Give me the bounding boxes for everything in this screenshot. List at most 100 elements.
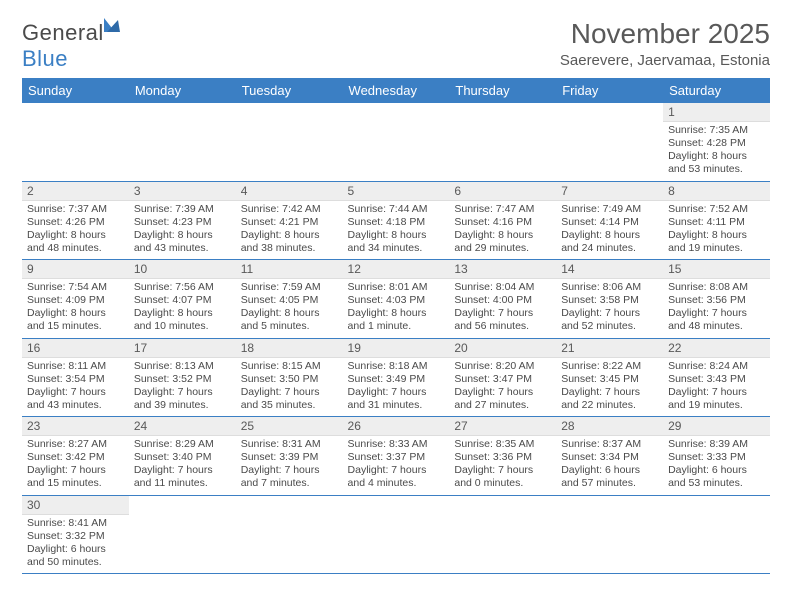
calendar-empty — [556, 103, 663, 181]
day-details: Sunrise: 7:47 AMSunset: 4:16 PMDaylight:… — [449, 201, 556, 260]
day-details: Sunrise: 8:27 AMSunset: 3:42 PMDaylight:… — [22, 436, 129, 495]
day-details: Sunrise: 8:18 AMSunset: 3:49 PMDaylight:… — [343, 358, 450, 417]
day-number: 11 — [236, 260, 343, 279]
calendar-empty — [129, 103, 236, 181]
calendar-day: 5Sunrise: 7:44 AMSunset: 4:18 PMDaylight… — [343, 181, 450, 260]
day-details: Sunrise: 7:42 AMSunset: 4:21 PMDaylight:… — [236, 201, 343, 260]
day-number: 22 — [663, 339, 770, 358]
calendar-day: 15Sunrise: 8:08 AMSunset: 3:56 PMDayligh… — [663, 260, 770, 339]
calendar-empty — [343, 103, 450, 181]
day-details: Sunrise: 8:37 AMSunset: 3:34 PMDaylight:… — [556, 436, 663, 495]
calendar-empty — [663, 495, 770, 574]
day-number: 27 — [449, 417, 556, 436]
day-details: Sunrise: 8:01 AMSunset: 4:03 PMDaylight:… — [343, 279, 450, 338]
calendar-day: 28Sunrise: 8:37 AMSunset: 3:34 PMDayligh… — [556, 417, 663, 496]
day-header: Sunday — [22, 78, 129, 103]
calendar-head: SundayMondayTuesdayWednesdayThursdayFrid… — [22, 78, 770, 103]
calendar-empty — [236, 495, 343, 574]
day-details: Sunrise: 7:44 AMSunset: 4:18 PMDaylight:… — [343, 201, 450, 260]
calendar-empty — [449, 103, 556, 181]
calendar-day: 1Sunrise: 7:35 AMSunset: 4:28 PMDaylight… — [663, 103, 770, 181]
day-details: Sunrise: 8:06 AMSunset: 3:58 PMDaylight:… — [556, 279, 663, 338]
calendar-empty — [236, 103, 343, 181]
calendar-day: 11Sunrise: 7:59 AMSunset: 4:05 PMDayligh… — [236, 260, 343, 339]
calendar-empty — [556, 495, 663, 574]
day-details: Sunrise: 8:15 AMSunset: 3:50 PMDaylight:… — [236, 358, 343, 417]
calendar-day: 27Sunrise: 8:35 AMSunset: 3:36 PMDayligh… — [449, 417, 556, 496]
day-details: Sunrise: 7:54 AMSunset: 4:09 PMDaylight:… — [22, 279, 129, 338]
day-number: 24 — [129, 417, 236, 436]
day-details: Sunrise: 7:59 AMSunset: 4:05 PMDaylight:… — [236, 279, 343, 338]
brand-text: GeneralBlue — [22, 20, 122, 72]
day-details: Sunrise: 8:41 AMSunset: 3:32 PMDaylight:… — [22, 515, 129, 574]
calendar-body: 1Sunrise: 7:35 AMSunset: 4:28 PMDaylight… — [22, 103, 770, 574]
calendar-week: 1Sunrise: 7:35 AMSunset: 4:28 PMDaylight… — [22, 103, 770, 181]
day-details: Sunrise: 8:11 AMSunset: 3:54 PMDaylight:… — [22, 358, 129, 417]
calendar-empty — [22, 103, 129, 181]
day-number: 4 — [236, 182, 343, 201]
day-details: Sunrise: 8:31 AMSunset: 3:39 PMDaylight:… — [236, 436, 343, 495]
calendar-day: 21Sunrise: 8:22 AMSunset: 3:45 PMDayligh… — [556, 338, 663, 417]
calendar-day: 13Sunrise: 8:04 AMSunset: 4:00 PMDayligh… — [449, 260, 556, 339]
day-number: 13 — [449, 260, 556, 279]
day-number: 8 — [663, 182, 770, 201]
calendar-day: 9Sunrise: 7:54 AMSunset: 4:09 PMDaylight… — [22, 260, 129, 339]
day-details: Sunrise: 8:39 AMSunset: 3:33 PMDaylight:… — [663, 436, 770, 495]
day-number: 25 — [236, 417, 343, 436]
day-number: 3 — [129, 182, 236, 201]
calendar-day: 6Sunrise: 7:47 AMSunset: 4:16 PMDaylight… — [449, 181, 556, 260]
day-number: 28 — [556, 417, 663, 436]
sail-icon — [102, 14, 122, 32]
calendar-empty — [449, 495, 556, 574]
calendar-day: 12Sunrise: 8:01 AMSunset: 4:03 PMDayligh… — [343, 260, 450, 339]
calendar-week: 30Sunrise: 8:41 AMSunset: 3:32 PMDayligh… — [22, 495, 770, 574]
calendar-day: 8Sunrise: 7:52 AMSunset: 4:11 PMDaylight… — [663, 181, 770, 260]
calendar-day: 4Sunrise: 7:42 AMSunset: 4:21 PMDaylight… — [236, 181, 343, 260]
title-block: November 2025 Saerevere, Jaervamaa, Esto… — [560, 18, 770, 69]
day-details: Sunrise: 7:49 AMSunset: 4:14 PMDaylight:… — [556, 201, 663, 260]
day-details: Sunrise: 7:37 AMSunset: 4:26 PMDaylight:… — [22, 201, 129, 260]
day-details: Sunrise: 8:08 AMSunset: 3:56 PMDaylight:… — [663, 279, 770, 338]
day-number: 23 — [22, 417, 129, 436]
calendar-day: 23Sunrise: 8:27 AMSunset: 3:42 PMDayligh… — [22, 417, 129, 496]
brand-part2: Blue — [22, 46, 68, 71]
day-number: 1 — [663, 103, 770, 122]
calendar-day: 20Sunrise: 8:20 AMSunset: 3:47 PMDayligh… — [449, 338, 556, 417]
calendar-day: 18Sunrise: 8:15 AMSunset: 3:50 PMDayligh… — [236, 338, 343, 417]
calendar-day: 2Sunrise: 7:37 AMSunset: 4:26 PMDaylight… — [22, 181, 129, 260]
calendar-day: 17Sunrise: 8:13 AMSunset: 3:52 PMDayligh… — [129, 338, 236, 417]
day-header: Friday — [556, 78, 663, 103]
day-details: Sunrise: 8:13 AMSunset: 3:52 PMDaylight:… — [129, 358, 236, 417]
day-header: Wednesday — [343, 78, 450, 103]
calendar-day: 16Sunrise: 8:11 AMSunset: 3:54 PMDayligh… — [22, 338, 129, 417]
calendar-week: 16Sunrise: 8:11 AMSunset: 3:54 PMDayligh… — [22, 338, 770, 417]
day-details: Sunrise: 8:24 AMSunset: 3:43 PMDaylight:… — [663, 358, 770, 417]
day-number: 19 — [343, 339, 450, 358]
day-number: 10 — [129, 260, 236, 279]
day-number: 15 — [663, 260, 770, 279]
calendar-empty — [129, 495, 236, 574]
day-details: Sunrise: 8:20 AMSunset: 3:47 PMDaylight:… — [449, 358, 556, 417]
day-number: 6 — [449, 182, 556, 201]
calendar-day: 19Sunrise: 8:18 AMSunset: 3:49 PMDayligh… — [343, 338, 450, 417]
calendar-day: 7Sunrise: 7:49 AMSunset: 4:14 PMDaylight… — [556, 181, 663, 260]
calendar-day: 30Sunrise: 8:41 AMSunset: 3:32 PMDayligh… — [22, 495, 129, 574]
calendar-day: 10Sunrise: 7:56 AMSunset: 4:07 PMDayligh… — [129, 260, 236, 339]
calendar-empty — [343, 495, 450, 574]
day-number: 20 — [449, 339, 556, 358]
calendar-table: SundayMondayTuesdayWednesdayThursdayFrid… — [22, 78, 770, 574]
day-number: 7 — [556, 182, 663, 201]
day-number: 17 — [129, 339, 236, 358]
day-details: Sunrise: 7:52 AMSunset: 4:11 PMDaylight:… — [663, 201, 770, 260]
day-details: Sunrise: 7:39 AMSunset: 4:23 PMDaylight:… — [129, 201, 236, 260]
day-header: Thursday — [449, 78, 556, 103]
day-details: Sunrise: 7:35 AMSunset: 4:28 PMDaylight:… — [663, 122, 770, 181]
calendar-week: 2Sunrise: 7:37 AMSunset: 4:26 PMDaylight… — [22, 181, 770, 260]
calendar-day: 29Sunrise: 8:39 AMSunset: 3:33 PMDayligh… — [663, 417, 770, 496]
day-header: Saturday — [663, 78, 770, 103]
day-number: 29 — [663, 417, 770, 436]
day-details: Sunrise: 8:33 AMSunset: 3:37 PMDaylight:… — [343, 436, 450, 495]
calendar-day: 3Sunrise: 7:39 AMSunset: 4:23 PMDaylight… — [129, 181, 236, 260]
calendar-day: 25Sunrise: 8:31 AMSunset: 3:39 PMDayligh… — [236, 417, 343, 496]
day-number: 12 — [343, 260, 450, 279]
